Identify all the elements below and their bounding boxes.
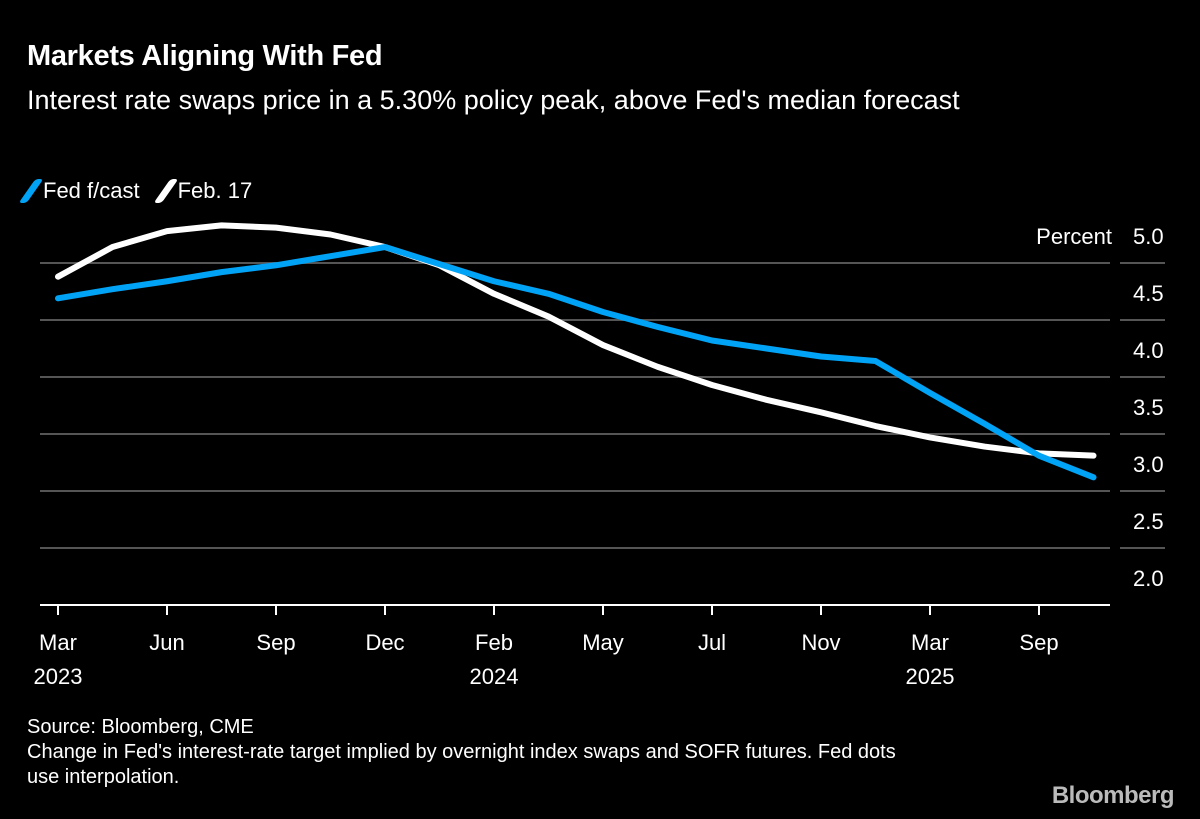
x-tick-label: Dec (365, 630, 404, 655)
methodology-note: Change in Fed's interest-rate target imp… (27, 741, 896, 788)
x-tick-label: Feb (475, 630, 513, 655)
chart-title: Markets Aligning With Fed (27, 40, 383, 72)
y-tick-label: 3.0 (1133, 452, 1164, 477)
y-tick-label: 4.5 (1133, 281, 1164, 306)
legend-label: Feb. 17 (177, 178, 253, 203)
x-tick-label: Mar (911, 630, 949, 655)
x-tick-year-label: 2025 (906, 664, 955, 689)
x-tick-label: Sep (1019, 630, 1058, 655)
legend-item-fed-forecast: Fed f/cast (18, 178, 140, 204)
x-tick-year-label: 2024 (470, 664, 519, 689)
chart-subtitle: Interest rate swaps price in a 5.30% pol… (27, 85, 960, 115)
y-tick-label: 2.5 (1133, 509, 1164, 534)
y-tick-label: 5.0 (1133, 224, 1164, 249)
x-tick-label: Sep (256, 630, 295, 655)
source-note: Source: Bloomberg, CME (27, 716, 254, 738)
y-tick-label: 3.5 (1133, 395, 1164, 420)
x-tick-label: Jun (149, 630, 184, 655)
series-line-fed-forecast (55, 244, 1097, 481)
bloomberg-logo: Bloomberg (1051, 782, 1175, 809)
legend: Fed f/cast Feb. 17 (18, 178, 253, 204)
x-tick-label: Nov (801, 630, 840, 655)
y-axis-label: Percent (1036, 224, 1112, 249)
x-tick-label: May (582, 630, 624, 655)
y-tick-label: 4.0 (1133, 338, 1164, 363)
legend-label: Fed f/cast (43, 178, 140, 203)
legend-item-feb17: Feb. 17 (153, 178, 253, 204)
footer: Source: Bloomberg, CME Change in Fed's i… (27, 715, 927, 790)
series-line-feb17 (55, 222, 1097, 459)
x-tick-label: Mar (39, 630, 77, 655)
y-tick-label: 2.0 (1133, 566, 1164, 591)
x-tick-label: Jul (698, 630, 726, 655)
x-tick-year-label: 2023 (34, 664, 83, 689)
